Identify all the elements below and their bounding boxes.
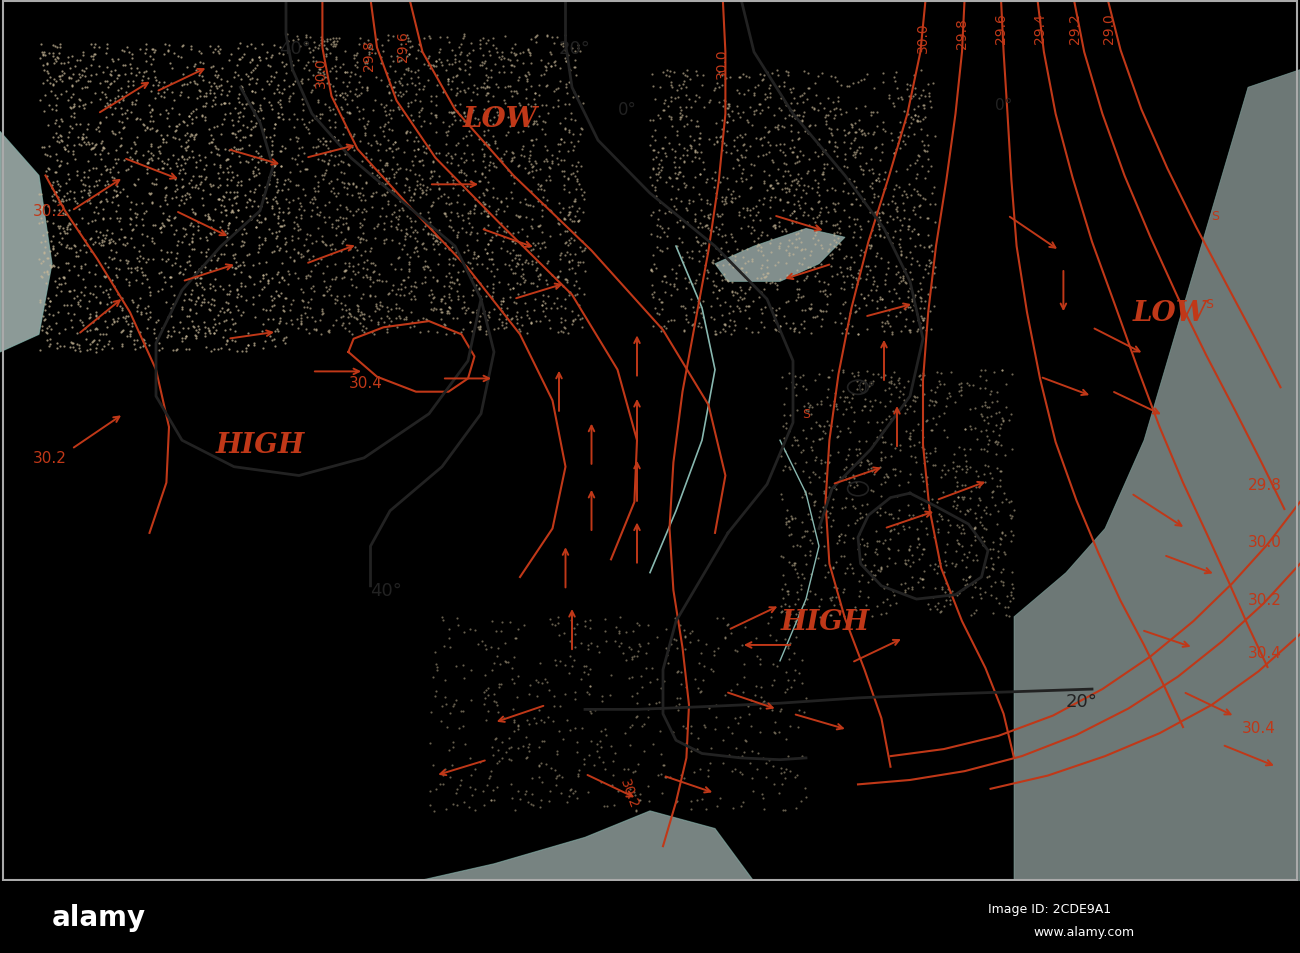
Text: 29.2: 29.2: [1069, 13, 1082, 44]
Polygon shape: [715, 230, 845, 282]
Text: 29.0: 29.0: [1102, 13, 1115, 44]
Text: S: S: [1205, 297, 1213, 311]
Text: 30.0: 30.0: [715, 49, 728, 79]
Text: HIGH: HIGH: [216, 432, 304, 458]
Text: 29.8: 29.8: [363, 40, 376, 71]
Text: 30.4: 30.4: [1242, 720, 1275, 735]
Text: 0°: 0°: [858, 380, 875, 395]
Text: 0°: 0°: [994, 98, 1011, 113]
Text: 30.2: 30.2: [32, 451, 66, 466]
Text: 30.0: 30.0: [315, 57, 328, 89]
Text: 20°: 20°: [559, 39, 592, 57]
Text: HIGH: HIGH: [781, 608, 870, 635]
Text: 30.2: 30.2: [618, 777, 641, 810]
Text: 30.2: 30.2: [32, 204, 66, 219]
Text: 40°: 40°: [280, 39, 312, 57]
Text: alamy: alamy: [52, 903, 146, 931]
Text: 20°: 20°: [1066, 692, 1098, 710]
Text: 0°: 0°: [618, 101, 637, 119]
Text: S: S: [802, 408, 810, 421]
Text: 30.4: 30.4: [348, 376, 382, 391]
Text: www.alamy.com: www.alamy.com: [1034, 925, 1135, 938]
Text: 29.8: 29.8: [1248, 477, 1282, 493]
Text: 29.8: 29.8: [956, 18, 968, 49]
Text: 30.4: 30.4: [1248, 645, 1282, 659]
Text: 30.0: 30.0: [1248, 535, 1282, 550]
Text: 29.4: 29.4: [1034, 13, 1046, 44]
Text: 29.6: 29.6: [994, 13, 1008, 44]
Text: Image ID: 2CDE9A1: Image ID: 2CDE9A1: [988, 902, 1112, 915]
Text: LOW: LOW: [463, 106, 538, 132]
Text: 30.2: 30.2: [1248, 592, 1282, 607]
Text: S: S: [1212, 210, 1219, 222]
Text: 30.0: 30.0: [916, 22, 930, 53]
Text: 29.6: 29.6: [396, 30, 410, 62]
Text: LOW: LOW: [1132, 299, 1208, 327]
Polygon shape: [0, 132, 52, 353]
Polygon shape: [416, 811, 754, 882]
Text: 40°: 40°: [370, 581, 403, 599]
Polygon shape: [1014, 71, 1300, 882]
